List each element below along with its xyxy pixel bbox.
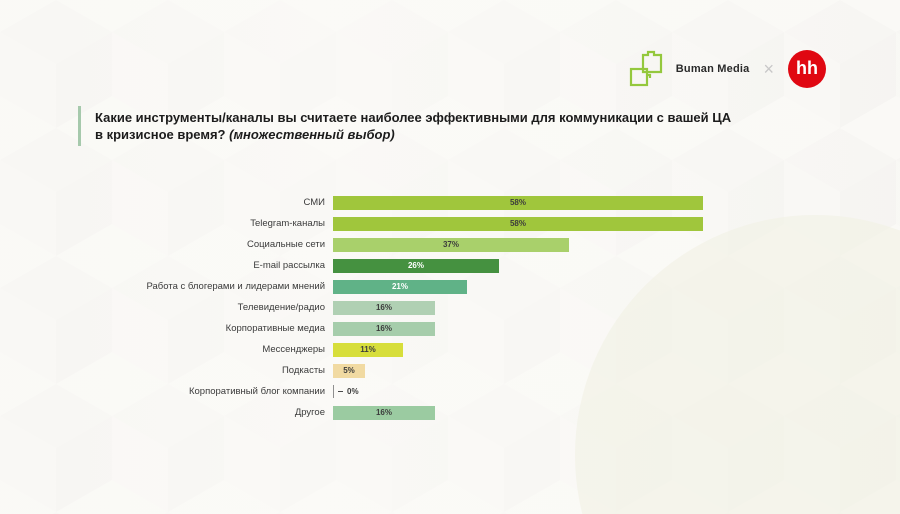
bar-value-label: 5% [343, 366, 355, 375]
bar-area: 16% [333, 405, 900, 420]
chart-row: Telegram-каналы 58% [0, 213, 900, 234]
category-label: Корпоративные медиа [225, 323, 325, 334]
bar-value-label: 58% [509, 198, 526, 207]
buman-media-logo-icon [629, 50, 662, 87]
chart-row: Корпоративный блог компании 0% [0, 381, 900, 402]
logo-group: Buman Media × hh [626, 48, 826, 90]
zero-dash [338, 391, 343, 392]
chart-row: Мессенджеры 11% [0, 339, 900, 360]
title-line1: Какие инструменты/каналы вы считаете наи… [95, 110, 732, 125]
bar-value-label: 11% [360, 345, 376, 354]
bar: 11% [333, 342, 403, 357]
bar: 16% [333, 321, 435, 336]
bar: 16% [333, 405, 435, 420]
chart-row: Социальные сети 37% [0, 234, 900, 255]
bar-value-label: 21% [391, 282, 408, 291]
category-label: Telegram-каналы [250, 218, 325, 229]
category-label: Корпоративный блог компании [188, 386, 325, 397]
buman-media-logo-text: Buman Media [675, 63, 750, 75]
chart-row: Другое 16% [0, 402, 900, 423]
chart-row: Работа с блогерами и лидерами мнений 21% [0, 276, 900, 297]
category-label: Подкасты [281, 365, 325, 376]
zero-axis-tick [333, 385, 334, 398]
bar-area: 58% [333, 195, 900, 210]
category-label: Работа с блогерами и лидерами мнений [146, 281, 326, 292]
bar-chart: СМИ 58% Telegram-каналы 58% Социальные сети 3… [0, 192, 900, 423]
hh-logo: hh [788, 50, 826, 88]
category-label: СМИ [303, 197, 326, 208]
chart-row: Телевидение/радио 16% [0, 297, 900, 318]
bar-area: 0% [333, 385, 900, 399]
bar: 37% [333, 237, 569, 252]
chart-row: СМИ 58% [0, 192, 900, 213]
bar: 16% [333, 300, 435, 315]
category-label: Другое [294, 407, 325, 418]
title-line2-note: (множественный выбор) [225, 127, 395, 142]
question-title-text: Какие инструменты/каналы вы считаете наи… [95, 109, 815, 143]
bar: 26% [333, 258, 499, 273]
bar-area: 26% [333, 258, 900, 273]
bar-value-label: 16% [375, 303, 392, 312]
chart-row: Подкасты 5% [0, 360, 900, 381]
question-title: Какие инструменты/каналы вы считаете наи… [78, 106, 815, 146]
chart-row: E-mail рассылка 26% [0, 255, 900, 276]
bar-value-label: 16% [375, 408, 392, 417]
bar: 21% [333, 279, 467, 294]
bar: 58% [333, 216, 703, 231]
bar-area: 58% [333, 216, 900, 231]
category-label: Социальные сети [246, 239, 325, 250]
bar-area: 5% [333, 363, 900, 378]
bar-rows: СМИ 58% Telegram-каналы 58% Социальные сети 3… [0, 192, 900, 423]
bar-value-label: 58% [509, 219, 526, 228]
x-separator-icon: × [763, 58, 774, 79]
bar-value-label: 16% [375, 324, 392, 333]
bar-area: 21% [333, 279, 900, 294]
title-line2: в кризисное время? [95, 127, 226, 142]
bar-value-label: 0% [347, 387, 359, 396]
category-label: Телевидение/радио [237, 302, 325, 313]
bar-area: 11% [333, 342, 900, 357]
bar: 58% [333, 195, 703, 210]
bar-value-label: 26% [407, 261, 424, 270]
bar-area: 16% [333, 321, 900, 336]
chart-row: Корпоративные медиа 16% [0, 318, 900, 339]
bar: 5% [333, 363, 365, 378]
category-label: E-mail рассылка [253, 260, 325, 271]
bar-value-label: 37% [442, 240, 459, 249]
bar-area: 16% [333, 300, 900, 315]
category-label: Мессенджеры [262, 344, 325, 355]
bar-area: 37% [333, 237, 900, 252]
